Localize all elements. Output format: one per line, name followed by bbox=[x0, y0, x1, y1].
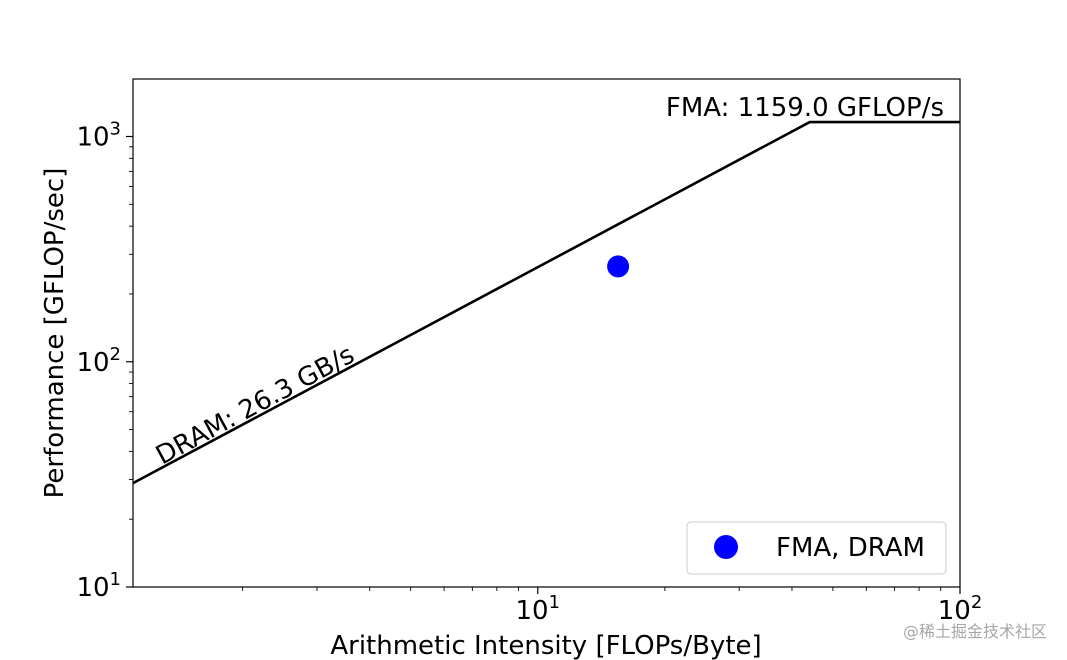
legend-label: FMA, DRAM bbox=[776, 533, 925, 563]
watermark: @稀土掘金技术社区 bbox=[902, 622, 1047, 641]
plot-frame bbox=[132, 78, 961, 588]
roofline-line bbox=[132, 120, 960, 485]
legend-marker bbox=[714, 535, 738, 559]
y-tick-label: 103 bbox=[76, 119, 121, 153]
legend-box bbox=[686, 521, 947, 575]
ceiling-annotation: FMA: 1159.0 GFLOP/s bbox=[666, 93, 944, 123]
x-tick-label: 102 bbox=[938, 592, 983, 626]
legend: FMA, DRAM bbox=[686, 521, 947, 575]
x-tick-label: 101 bbox=[515, 592, 560, 626]
data-point bbox=[607, 255, 630, 278]
x-axis-label: Arithmetic Intensity [FLOPs/Byte] bbox=[330, 631, 761, 660]
y-axis-label: Performance [GFLOP/sec] bbox=[40, 168, 70, 499]
y-tick-label: 101 bbox=[76, 569, 121, 603]
y-tick-label: 102 bbox=[76, 344, 121, 378]
plot-area bbox=[133, 79, 960, 587]
